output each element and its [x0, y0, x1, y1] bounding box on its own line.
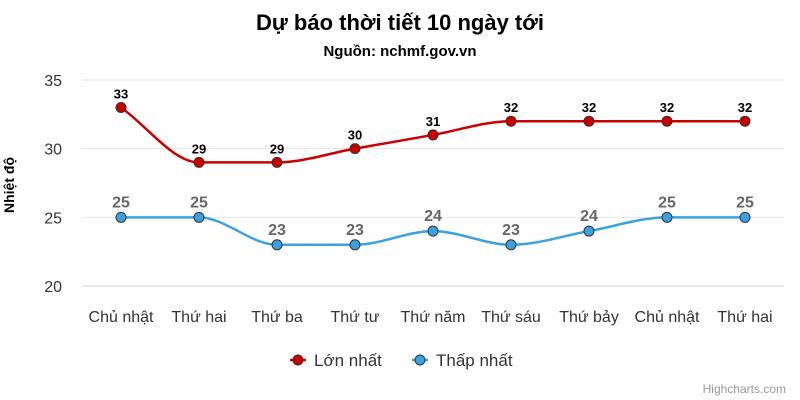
data-label: 24 — [580, 208, 598, 225]
data-point[interactable] — [115, 101, 127, 113]
data-point[interactable] — [349, 143, 361, 155]
data-point[interactable] — [661, 211, 673, 223]
series-group: 33 29 29 30 31 32 32 32 32 25 25 23 23 24 23 24 25 25 — [112, 86, 754, 251]
x-tick-label: Thứ hai — [717, 309, 772, 326]
data-label: 23 — [502, 222, 520, 239]
series-min: 25 25 23 23 24 23 24 25 25 — [112, 194, 754, 251]
x-tick-label: Thứ năm — [401, 309, 466, 326]
data-label: 32 — [582, 100, 596, 115]
data-point[interactable] — [505, 239, 517, 251]
credit-text[interactable]: Highcharts.com — [703, 382, 786, 396]
x-tick-label: Chủ nhật — [635, 309, 700, 326]
series-max: 33 29 29 30 31 32 32 32 32 — [114, 86, 752, 168]
data-point[interactable] — [427, 225, 439, 237]
data-point[interactable] — [427, 129, 439, 141]
data-label: 31 — [426, 114, 440, 129]
chart-title: Dự báo thời tiết 10 ngày tới — [256, 10, 544, 35]
legend-item-max[interactable]: Lớn nhất — [290, 351, 382, 370]
data-label: 29 — [192, 141, 206, 156]
data-label: 25 — [190, 194, 208, 211]
y-axis-ticks: 20 25 30 35 — [44, 73, 62, 296]
data-label: 23 — [268, 222, 286, 239]
data-label: 24 — [424, 208, 442, 225]
data-label: 25 — [736, 194, 754, 211]
data-point[interactable] — [271, 156, 283, 168]
data-point[interactable] — [115, 211, 127, 223]
y-tick-label: 30 — [44, 142, 62, 159]
data-label: 25 — [658, 194, 676, 211]
legend-marker — [292, 354, 304, 366]
chart-subtitle: Nguồn: nchmf.gov.vn — [323, 43, 476, 60]
data-point[interactable] — [583, 225, 595, 237]
data-point[interactable] — [193, 211, 205, 223]
grid-lines — [82, 79, 784, 287]
data-label: 25 — [112, 194, 130, 211]
legend-item-min[interactable]: Thấp nhất — [412, 351, 513, 370]
legend: Lớn nhất Thấp nhất — [290, 351, 513, 370]
legend-marker — [414, 354, 426, 366]
data-label: 29 — [270, 141, 284, 156]
data-label: 32 — [660, 100, 674, 115]
data-point[interactable] — [583, 115, 595, 127]
data-point[interactable] — [271, 239, 283, 251]
y-tick-label: 20 — [44, 279, 62, 296]
y-tick-label: 25 — [44, 210, 62, 227]
x-tick-label: Thứ bảy — [559, 309, 619, 326]
x-axis-ticks: Chủ nhật Thứ hai Thứ ba Thứ tư Thứ năm Thứ sá… — [89, 309, 773, 326]
x-tick-label: Thứ hai — [171, 309, 226, 326]
data-point[interactable] — [193, 156, 205, 168]
data-point[interactable] — [505, 115, 517, 127]
y-tick-label: 35 — [44, 73, 62, 90]
data-label: 33 — [114, 86, 128, 101]
data-label: 30 — [348, 128, 362, 143]
data-label: 23 — [346, 222, 364, 239]
data-point[interactable] — [739, 115, 751, 127]
data-point[interactable] — [349, 239, 361, 251]
x-tick-label: Thứ tư — [331, 309, 380, 326]
legend-label: Lớn nhất — [314, 351, 382, 370]
data-label: 32 — [738, 100, 752, 115]
data-point[interactable] — [661, 115, 673, 127]
legend-label: Thấp nhất — [436, 351, 513, 370]
x-tick-label: Chủ nhật — [89, 309, 154, 326]
y-axis-label: Nhiệt độ — [1, 157, 17, 213]
data-point[interactable] — [739, 211, 751, 223]
x-tick-label: Thứ sáu — [481, 309, 541, 326]
data-label: 32 — [504, 100, 518, 115]
x-tick-label: Thứ ba — [251, 309, 303, 326]
